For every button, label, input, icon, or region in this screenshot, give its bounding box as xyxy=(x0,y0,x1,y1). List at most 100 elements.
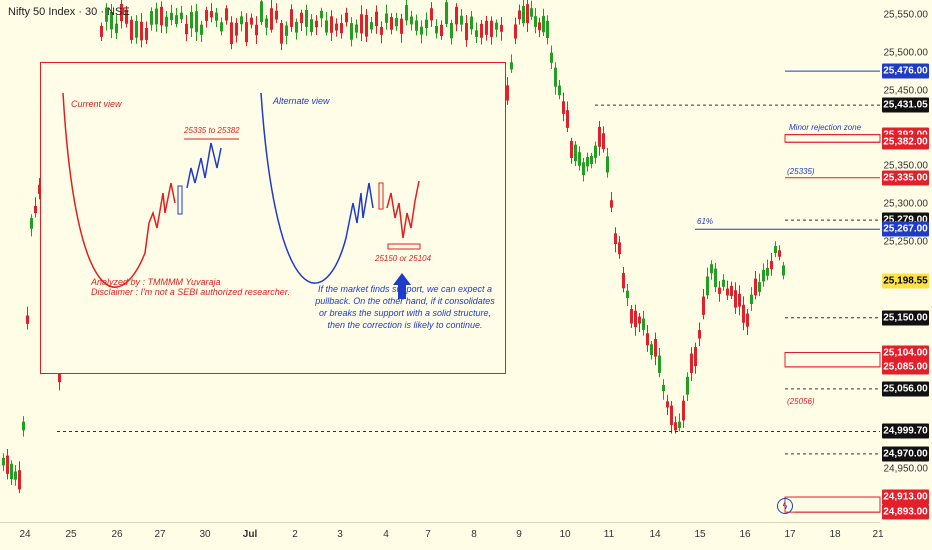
candle xyxy=(350,23,353,40)
candle xyxy=(335,23,338,31)
candle xyxy=(626,290,629,299)
alert-icon[interactable]: ϟ xyxy=(777,498,793,514)
price-label: 25,431.05 xyxy=(882,97,929,113)
candle xyxy=(526,4,529,24)
candle xyxy=(185,23,188,35)
price-label: 24,913.00 xyxy=(882,489,929,505)
candle xyxy=(480,23,483,38)
chart-title: Nifty 50 Index · 30 · NSE xyxy=(8,6,130,18)
time-tick: 18 xyxy=(829,529,841,540)
price-label: 24,970.00 xyxy=(882,446,929,462)
candle xyxy=(778,250,781,257)
candle xyxy=(762,269,765,282)
candle xyxy=(315,20,318,28)
candle xyxy=(310,19,313,32)
candle xyxy=(190,11,193,29)
candle xyxy=(325,20,328,33)
level-lines xyxy=(57,70,881,513)
candle xyxy=(750,294,753,305)
candle xyxy=(490,20,493,37)
scenario-note: If the market finds support, we can expe… xyxy=(305,283,505,331)
candle xyxy=(290,9,293,27)
candle xyxy=(195,11,198,33)
price-tick: 25,300.00 xyxy=(883,198,929,210)
disclaimer-label: Disclaimer : I'm not a SEBI authorized r… xyxy=(91,287,290,297)
candle xyxy=(658,355,661,373)
candle xyxy=(634,310,637,328)
time-tick: 14 xyxy=(649,529,661,540)
candle xyxy=(475,30,478,37)
candle xyxy=(678,421,681,428)
candle xyxy=(255,24,258,36)
candle xyxy=(666,401,669,408)
note-line-4: then the correction is likely to continu… xyxy=(327,320,483,330)
candle xyxy=(558,85,561,96)
candle xyxy=(150,11,153,25)
candle xyxy=(718,287,721,294)
candle xyxy=(582,162,585,176)
candle xyxy=(530,8,533,17)
time-tick: 27 xyxy=(154,529,166,540)
price-tick: 25,350.00 xyxy=(883,160,929,172)
target-down-label: 25150 or 25104 xyxy=(375,254,432,263)
candle xyxy=(682,400,685,421)
candle xyxy=(410,16,413,25)
candle xyxy=(554,67,557,87)
candle xyxy=(662,384,665,392)
candle xyxy=(385,13,388,23)
time-tick: 4 xyxy=(383,529,389,540)
candle xyxy=(225,8,228,21)
candle xyxy=(100,25,103,37)
price-label: 25,335.00 xyxy=(882,170,929,186)
candle xyxy=(260,1,263,22)
candle xyxy=(400,18,403,34)
candle xyxy=(220,22,223,32)
level-25335-label: (25335) xyxy=(787,167,815,176)
price-label: 25,104.00 xyxy=(882,345,929,361)
candle xyxy=(145,28,148,40)
candle xyxy=(125,9,128,24)
candle xyxy=(622,273,625,289)
candle xyxy=(235,22,238,36)
candle xyxy=(594,145,597,158)
candle xyxy=(18,470,21,490)
candle xyxy=(340,23,343,34)
time-tick: 7 xyxy=(425,529,431,540)
level-25056-label: (25056) xyxy=(787,397,815,406)
time-tick: 3 xyxy=(337,529,343,540)
time-tick: 21 xyxy=(872,529,884,540)
price-label: 25,267.00 xyxy=(882,221,929,237)
candle xyxy=(694,347,697,367)
candle xyxy=(722,279,725,287)
candle xyxy=(726,288,729,296)
candle xyxy=(245,22,248,43)
time-tick: 9 xyxy=(516,529,522,540)
price-label: 25,198.55 xyxy=(882,273,929,289)
note-line-1: If the market finds support, we can expe… xyxy=(317,284,493,294)
candle xyxy=(280,23,283,44)
price-label: 24,999.70 xyxy=(882,423,929,439)
alternate-view-label: Alternate view xyxy=(273,96,330,106)
candle xyxy=(110,12,113,30)
candle xyxy=(270,8,273,30)
candle xyxy=(320,10,323,19)
candle xyxy=(170,12,173,21)
candle xyxy=(574,144,577,162)
candle xyxy=(578,152,581,166)
candle xyxy=(360,14,363,34)
candle xyxy=(430,8,433,21)
candle xyxy=(610,200,613,208)
candle xyxy=(500,24,503,32)
candle xyxy=(758,282,761,292)
price-tick: 25,550.00 xyxy=(883,9,929,21)
candle xyxy=(265,18,268,28)
price-label: 25,150.00 xyxy=(882,310,929,326)
price-tick: 25,450.00 xyxy=(883,85,929,97)
time-tick: 25 xyxy=(65,529,77,540)
candle xyxy=(34,205,37,214)
candle xyxy=(230,22,233,45)
candle xyxy=(395,18,398,27)
analyst-label: Analyzed by : TMMMM Yuvaraja xyxy=(91,277,221,287)
candle xyxy=(650,344,653,356)
candle xyxy=(542,15,545,33)
